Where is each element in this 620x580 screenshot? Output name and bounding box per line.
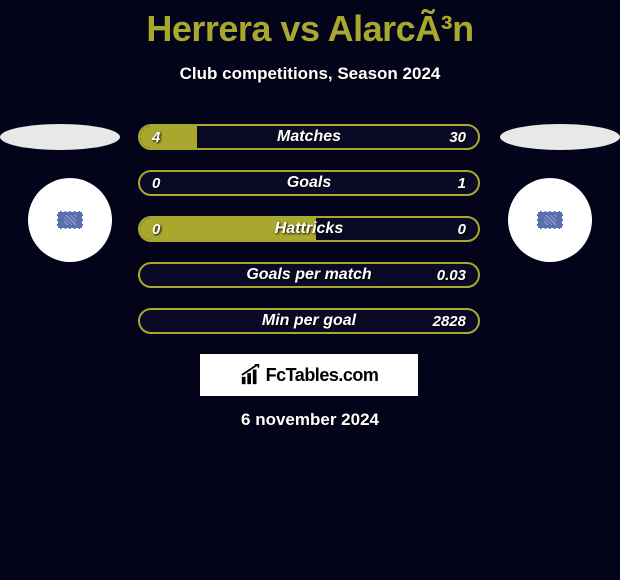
player-avatar-right (500, 124, 620, 150)
player-avatar-left (0, 124, 120, 150)
bar-label: Min per goal (140, 310, 478, 332)
date-label: 6 november 2024 (0, 410, 620, 430)
brand-label: FcTables.com (266, 365, 379, 386)
stat-bar: 0 1Goals (138, 170, 480, 196)
bar-value-right: 0.03 (437, 264, 466, 286)
placeholder-icon (57, 211, 83, 229)
club-badge-right (508, 178, 592, 262)
bar-label: Goals per match (140, 264, 478, 286)
stat-bar: 430Matches (138, 124, 480, 150)
bar-value-right: 0 (458, 218, 466, 240)
stat-bars: 430Matches01Goals00Hattricks0.03Goals pe… (138, 124, 480, 354)
bar-value-left: 0 (152, 218, 160, 240)
club-badge-left (28, 178, 112, 262)
bar-value-left: 0 (152, 172, 160, 194)
page-title: Herrera vs AlarcÃ³n (0, 0, 620, 50)
placeholder-icon (537, 211, 563, 229)
bar-label: Goals (140, 172, 478, 194)
bar-value-left: 4 (152, 126, 160, 148)
stat-bar: 00Hattricks (138, 216, 480, 242)
subtitle: Club competitions, Season 2024 (0, 64, 620, 84)
stat-bar: 2828Min per goal (138, 308, 480, 334)
bar-value-right: 2828 (433, 310, 466, 332)
stat-bar: 0.03Goals per match (138, 262, 480, 288)
bar-value-right: 30 (449, 126, 466, 148)
brand-box: FcTables.com (200, 354, 418, 396)
brand-chart-icon (240, 364, 262, 386)
bar-fill-left (140, 126, 197, 148)
bar-fill-left (140, 218, 316, 240)
bar-value-right: 1 (458, 172, 466, 194)
